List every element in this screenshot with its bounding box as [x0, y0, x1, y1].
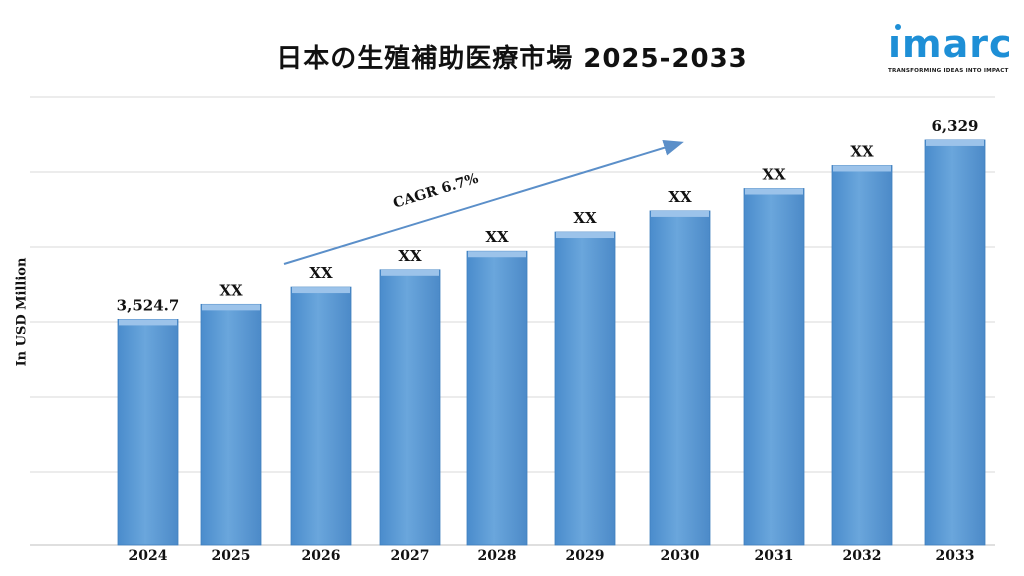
bar-body: [117, 319, 179, 546]
data-label-2024: 3,524.7: [117, 296, 180, 314]
bar-body: [379, 269, 441, 546]
cagr-annotation: CAGR 6.7%: [283, 140, 684, 265]
bars-group: [117, 139, 986, 546]
data-label-2031: XX: [762, 166, 786, 184]
x-tick-label-2027: 2027: [391, 548, 430, 564]
data-label-2030: XX: [668, 188, 692, 206]
bar-2029: [554, 231, 616, 546]
data-label-2026: XX: [309, 264, 333, 282]
bar-2028: [466, 250, 528, 546]
x-tick-label-2026: 2026: [302, 548, 341, 564]
data-label-2029: XX: [573, 209, 597, 227]
x-tick-label-2029: 2029: [566, 548, 605, 564]
bar-top-highlight: [292, 287, 350, 294]
bar-body: [743, 188, 805, 546]
bar-top-highlight: [651, 210, 709, 217]
data-label-2027: XX: [398, 247, 422, 265]
logo-dot-icon: [895, 24, 901, 30]
bar-2024: [117, 319, 179, 546]
bar-2027: [379, 269, 441, 546]
logo-tagline: TRANSFORMING IDEAS INTO IMPACT: [888, 68, 1009, 74]
data-label-2032: XX: [850, 142, 874, 160]
x-tick-labels-group: 2024 2025 2026 2027 2028 2029 2030 2031 2032 2033: [129, 548, 975, 564]
bar-top-highlight: [468, 251, 526, 258]
bar-top-highlight: [556, 232, 614, 239]
bar-2030: [649, 210, 711, 546]
bar-2032: [831, 165, 893, 546]
bar-body: [554, 231, 616, 546]
x-tick-label-2030: 2030: [661, 548, 700, 564]
x-tick-label-2028: 2028: [478, 548, 517, 564]
bar-top-highlight: [119, 319, 177, 326]
bar-body: [290, 286, 352, 546]
imarc-logo: ımarc TRANSFORMING IDEAS INTO IMPACT: [888, 22, 1012, 78]
x-tick-label-2025: 2025: [212, 548, 251, 564]
bar-body: [924, 139, 986, 546]
bar-top-highlight: [202, 304, 260, 311]
chart-title: 日本の生殖補助医療市場 2025-2033: [276, 44, 748, 74]
logo-wordmark: ımarc: [888, 22, 1013, 66]
bar-body: [466, 250, 528, 546]
x-tick-label-2024: 2024: [129, 548, 168, 564]
cagr-label: CAGR 6.7%: [391, 171, 480, 212]
data-label-2025: XX: [219, 281, 243, 299]
bar-top-highlight: [745, 188, 803, 195]
data-labels-group: 3,524.7 XX XX XX XX XX XX XX XX 6,329: [117, 117, 979, 314]
bar-top-highlight: [381, 269, 439, 276]
bar-body: [200, 303, 262, 546]
data-label-2028: XX: [485, 228, 509, 246]
bar-2026: [290, 286, 352, 546]
bar-2033: [924, 139, 986, 546]
x-tick-label-2031: 2031: [755, 548, 794, 564]
bar-body: [649, 210, 711, 546]
bar-2031: [743, 188, 805, 546]
bar-top-highlight: [926, 139, 984, 146]
bar-top-highlight: [833, 165, 891, 172]
x-tick-label-2033: 2033: [936, 548, 975, 564]
data-label-2033: 6,329: [932, 117, 979, 135]
bar-body: [831, 165, 893, 546]
bar-2025: [200, 303, 262, 546]
cagr-arrow: [283, 140, 684, 265]
x-tick-label-2032: 2032: [843, 548, 882, 564]
